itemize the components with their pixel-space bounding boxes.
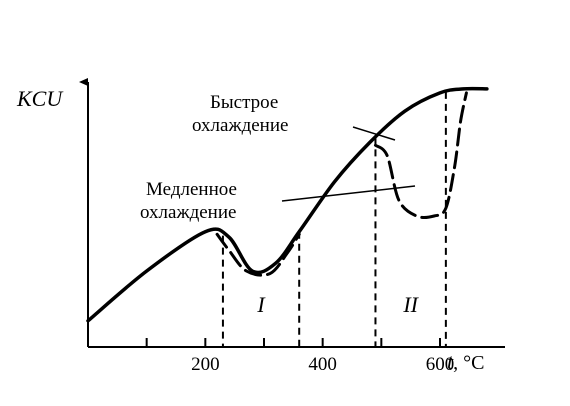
x-axis-unit: , °C: [453, 352, 484, 374]
leader-slow: [281, 185, 416, 202]
series-медленное-охлаждение: [374, 91, 468, 219]
x-axis-label: t, °C: [447, 349, 484, 374]
interval-label-1: I: [256, 292, 266, 317]
annotation-slow-line2: охлаждение: [140, 202, 236, 223]
annotation-slow-line1: Медленное: [146, 179, 237, 200]
series-2: [215, 232, 301, 277]
axes: [79, 78, 505, 348]
annotation-fast-line2: охлаждение: [192, 115, 288, 136]
x-tick-label-400: 400: [308, 354, 337, 375]
x-tick-label-600: 600: [426, 354, 455, 375]
x-axis-variable: t: [447, 349, 454, 374]
leader-fast: [352, 126, 396, 141]
interval-label-2: II: [402, 292, 419, 317]
y-axis-label: KCU: [16, 86, 64, 111]
x-tick-label-200: 200: [191, 354, 220, 375]
intervals-layer: [221, 91, 447, 347]
annotation-fast-line1: Быстрое: [210, 92, 278, 113]
